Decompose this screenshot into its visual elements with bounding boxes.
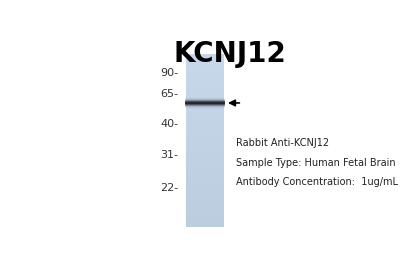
Text: 22-: 22- (160, 183, 179, 193)
Text: Antibody Concentration:  1ug/mL: Antibody Concentration: 1ug/mL (236, 177, 398, 187)
Text: KCNJ12: KCNJ12 (174, 40, 286, 68)
Text: Rabbit Anti-KCNJ12: Rabbit Anti-KCNJ12 (236, 138, 329, 148)
Text: 65-: 65- (161, 89, 179, 99)
Text: 31-: 31- (161, 150, 179, 160)
Text: 90-: 90- (160, 68, 179, 78)
Text: 40-: 40- (160, 119, 179, 128)
Text: Sample Type: Human Fetal Brain: Sample Type: Human Fetal Brain (236, 158, 396, 168)
